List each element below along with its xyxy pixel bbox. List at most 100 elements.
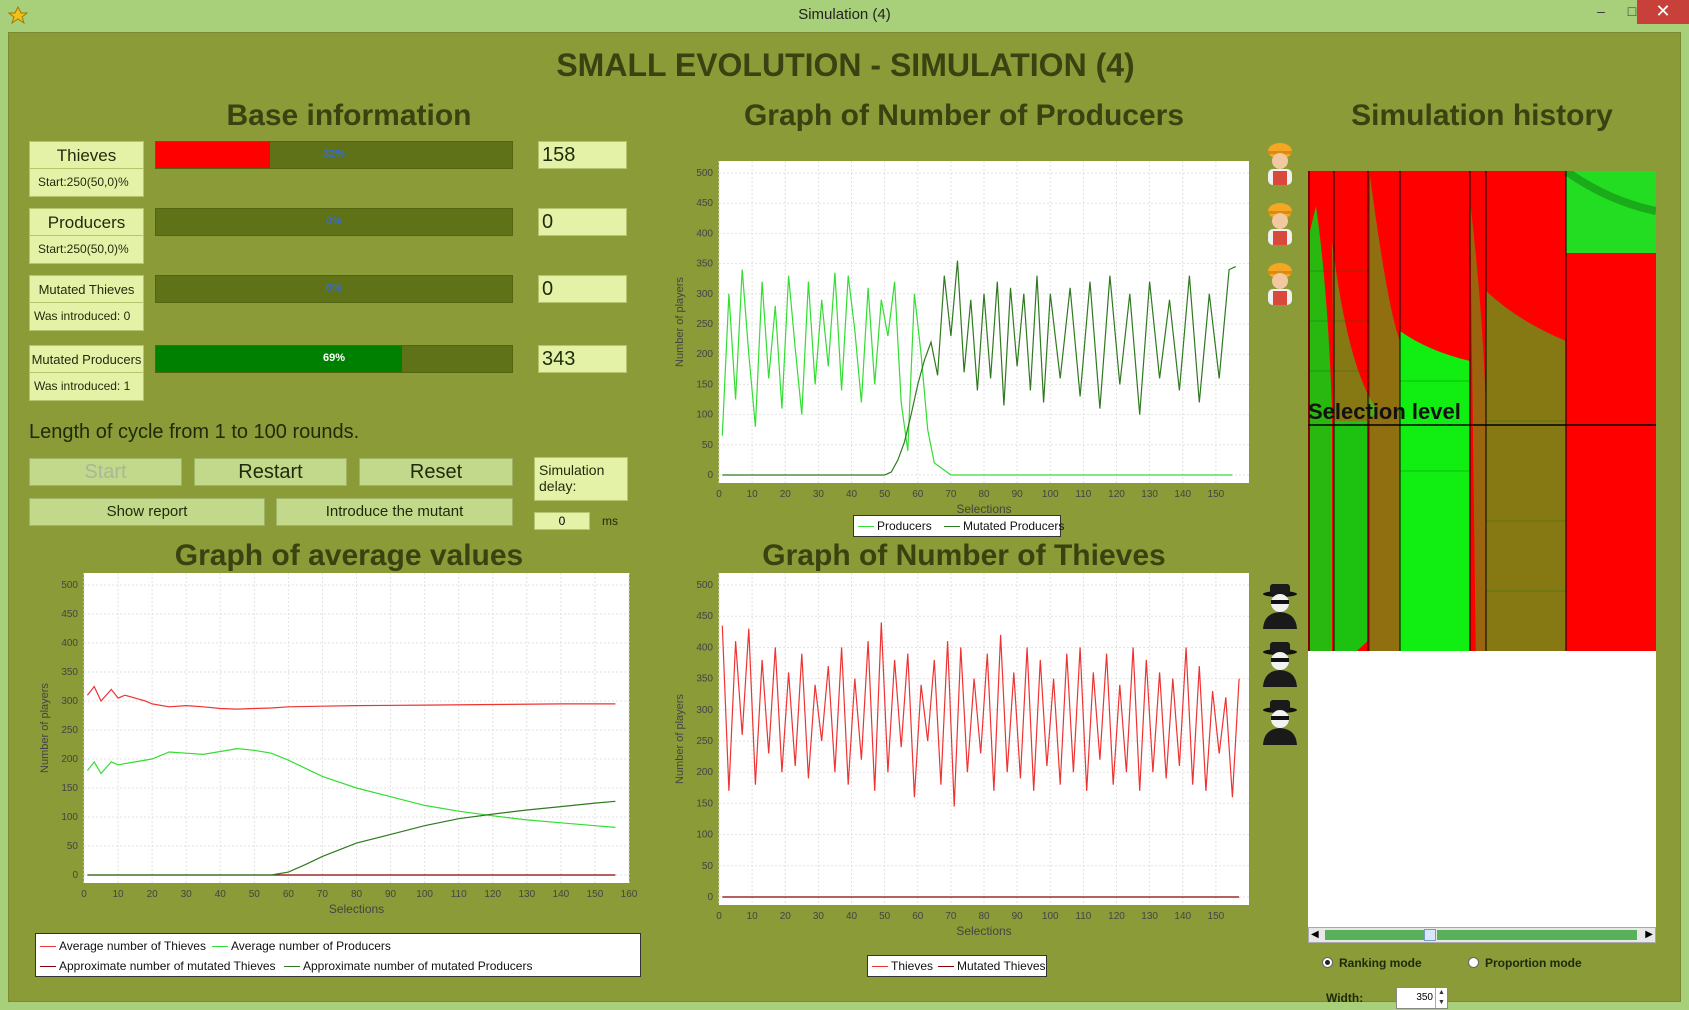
producers-name: Producers (30, 209, 143, 236)
y-tick-label: 200 (696, 767, 713, 778)
mutated-producers-progress-pct: 69% (322, 352, 346, 364)
y-axis-label: Number of players (674, 277, 686, 367)
producers-chart: 0 10 20 30 40 50 60 70 80 90 100 110 120 130 140 150 0 50… (674, 161, 1249, 516)
x-tick-label: 50 (249, 889, 261, 900)
legend-mutated-producers: Mutated Producers (944, 519, 1064, 533)
legend-mutated-producers-label: Mutated Producers (963, 519, 1065, 533)
reset-button[interactable]: Reset (359, 458, 513, 486)
legend-mutated-thieves-label: Mutated Thieves (957, 959, 1046, 973)
x-tick-label: 150 (587, 889, 604, 900)
main-panel: SMALL EVOLUTION - SIMULATION (4) Base in… (8, 32, 1681, 1009)
thieves-label: Thieves Start:250(50,0)% (29, 141, 144, 197)
x-tick-label: 90 (385, 889, 397, 900)
base-info-title: Base information (226, 99, 472, 132)
width-value[interactable]: 350 (1416, 992, 1433, 1003)
proportion-mode-radio[interactable]: Proportion mode (1468, 956, 1582, 970)
history-texture (1310, 270, 1566, 592)
legend-approx-mutated-thieves-label: Approximate number of mutated Thieves (59, 959, 276, 973)
scroll-left-icon[interactable]: ◀ (1311, 929, 1319, 940)
legend-swatch-mutated-producers (944, 526, 960, 528)
history-region (1310, 206, 1332, 671)
x-tick-label: 60 (912, 911, 924, 922)
simulation-history-title: Simulation history (1351, 99, 1613, 132)
radio-dot-on[interactable] (1322, 957, 1333, 968)
introduce-mutant-button[interactable]: Introduce the mutant (276, 498, 513, 526)
simulation-delay-label: Simulation delay: (534, 457, 628, 501)
start-button[interactable]: Start (29, 458, 182, 486)
spinner-arrows-icon[interactable]: ▲ ▼ (1435, 988, 1447, 1008)
history-region (1486, 291, 1566, 671)
y-tick-label: 350 (696, 259, 713, 270)
producers-count: 0 (538, 208, 627, 236)
y-tick-label: 500 (696, 168, 713, 179)
series-line-average-number-of-thieves (86, 685, 616, 710)
mutated-thieves-progress-bar: 0% (155, 275, 513, 303)
legend-avg-producers-label: Average number of Producers (231, 939, 391, 953)
y-tick-label: 50 (702, 440, 714, 451)
window-title: Simulation (4) (798, 6, 891, 23)
window-titlebar: Simulation (4) – □ ✕ (0, 0, 1689, 32)
legend-swatch-mutated-thieves (938, 966, 954, 968)
y-axis-label: Number of players (674, 694, 686, 784)
x-tick-label: 130 (518, 889, 535, 900)
y-tick-label: 50 (702, 861, 714, 872)
mutated-thieves-introduced: Was introduced: 0 (34, 309, 131, 323)
x-tick-label: 70 (945, 911, 957, 922)
ranking-mode-radio[interactable]: Ranking mode (1322, 956, 1422, 970)
mutated-producers-label: Mutated Producers Was introduced: 1 (29, 345, 144, 401)
producers-start: Start:250(50,0)% (38, 242, 129, 256)
x-tick-label: 40 (846, 489, 858, 500)
x-tick-label: 130 (1141, 489, 1158, 500)
mutated-thieves-count: 0 (538, 275, 627, 303)
y-tick-label: 350 (61, 667, 78, 678)
x-tick-label: 80 (978, 489, 990, 500)
y-tick-label: 0 (72, 870, 78, 881)
y-tick-label: 0 (707, 470, 713, 481)
width-label: Width: (1326, 991, 1364, 1005)
y-tick-label: 500 (61, 580, 78, 591)
y-tick-label: 300 (696, 705, 713, 716)
x-tick-label: 40 (846, 911, 858, 922)
history-scrollbar[interactable]: ◀ ▶ (1308, 927, 1656, 943)
close-button[interactable]: ✕ (1637, 0, 1689, 24)
width-spinner[interactable]: 350 ▲ ▼ (1396, 987, 1448, 1009)
x-tick-label: 30 (181, 889, 193, 900)
x-tick-label: 10 (113, 889, 125, 900)
x-tick-label: 120 (1108, 489, 1125, 500)
x-tick-label: 60 (283, 889, 295, 900)
minimize-button[interactable]: – (1597, 3, 1605, 19)
x-tick-label: 30 (813, 489, 825, 500)
x-tick-label: 160 (621, 889, 638, 900)
legend-swatch-producers (858, 526, 874, 528)
thieves-progress-bar: 32% (155, 141, 513, 169)
scroll-right-icon[interactable]: ▶ (1645, 929, 1653, 940)
x-tick-label: 120 (1108, 911, 1125, 922)
x-tick-label: 90 (1012, 911, 1024, 922)
y-tick-label: 250 (696, 319, 713, 330)
x-tick-label: 80 (978, 911, 990, 922)
mutated-thieves-name: Mutated Thieves (30, 276, 143, 303)
legend-thieves: Thieves (872, 959, 933, 973)
x-tick-label: 10 (747, 911, 759, 922)
legend-thieves-label: Thieves (891, 959, 934, 973)
average-chart: 0 10 20 30 40 50 60 70 80 90 100 110 120 130 140 150 160… (39, 573, 638, 916)
scroll-thumb[interactable] (1424, 929, 1436, 941)
producer-worker-icon (1268, 263, 1292, 305)
ms-label: ms (602, 514, 618, 528)
maximize-button[interactable]: □ (1627, 3, 1637, 19)
x-tick-label: 150 (1208, 489, 1225, 500)
x-tick-label: 60 (912, 489, 924, 500)
legend-producers-label: Producers (877, 519, 932, 533)
series-line-approximate-number-of-mutated-producers (87, 800, 616, 876)
history-region (1400, 331, 1470, 671)
radio-dot-off[interactable] (1468, 957, 1479, 968)
legend-swatch-thieves (872, 966, 888, 968)
show-report-button[interactable]: Show report (29, 498, 265, 526)
y-tick-label: 200 (696, 349, 713, 360)
app-icon (8, 6, 28, 24)
legend-swatch-avg-thieves (40, 946, 56, 948)
delay-input[interactable]: 0 (534, 512, 590, 530)
y-tick-label: 450 (696, 611, 713, 622)
restart-button[interactable]: Restart (194, 458, 347, 486)
thief-spy-icon (1263, 584, 1297, 629)
